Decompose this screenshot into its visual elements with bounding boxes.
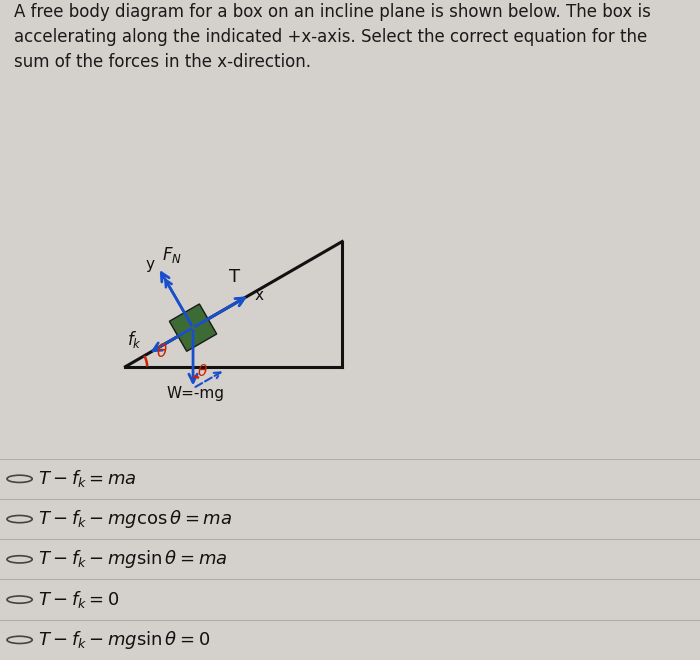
- Text: $T - f_k - mg\cos\theta = ma$: $T - f_k - mg\cos\theta = ma$: [38, 508, 232, 530]
- Text: A free body diagram for a box on an incline plane is shown below. The box is
acc: A free body diagram for a box on an incl…: [14, 3, 651, 71]
- Text: x: x: [255, 288, 263, 303]
- Text: $\theta$: $\theta$: [197, 363, 209, 379]
- Text: T: T: [229, 267, 239, 286]
- Text: $T - f_k - mg\sin\theta = ma$: $T - f_k - mg\sin\theta = ma$: [38, 548, 228, 570]
- Text: $\theta$: $\theta$: [156, 343, 168, 362]
- Polygon shape: [169, 304, 217, 351]
- Text: $T - f_k = ma$: $T - f_k = ma$: [38, 469, 137, 489]
- Text: $T - f_k - mg\sin\theta = 0$: $T - f_k - mg\sin\theta = 0$: [38, 629, 211, 651]
- Text: W=-mg: W=-mg: [166, 386, 224, 401]
- Text: $T - f_k = 0$: $T - f_k = 0$: [38, 589, 120, 610]
- Text: $f_k$: $f_k$: [127, 329, 141, 350]
- Text: y: y: [146, 257, 155, 272]
- Text: $F_N$: $F_N$: [162, 246, 182, 265]
